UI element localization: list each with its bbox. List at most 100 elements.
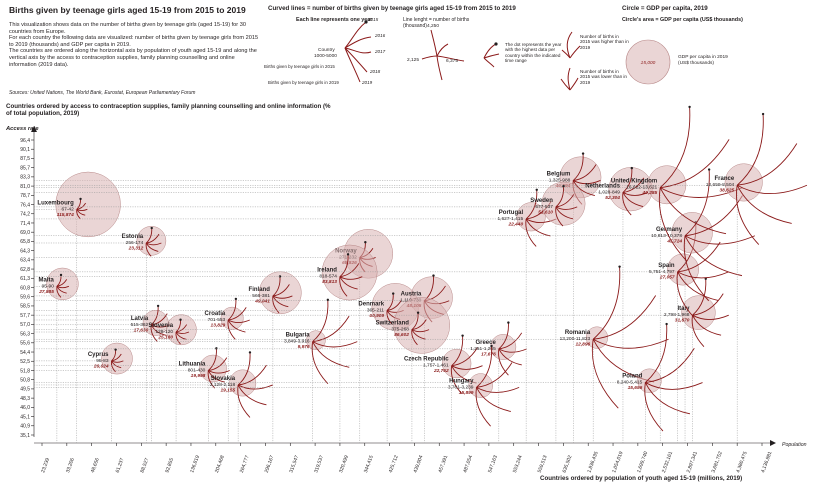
x-tick-label: 2,532,161: [661, 451, 674, 474]
country-births: 13,200-11,823: [560, 336, 591, 342]
birth-year-line: [475, 387, 491, 427]
birth-year-line: [622, 177, 645, 193]
birth-year-line: [227, 319, 236, 340]
country-name: Spain: [658, 263, 675, 269]
birth-year-line: [411, 319, 427, 331]
birth-year-line: [145, 242, 152, 257]
birth-year-line: [339, 263, 360, 278]
country-gdp: 45,724: [666, 238, 682, 244]
birth-year-line: [56, 285, 70, 289]
birth-year-line: [684, 195, 743, 237]
birth-year-line: [76, 209, 81, 220]
legend-births-2019: Births given by teenage girls in 2019: [268, 80, 339, 85]
birth-year-line: [411, 329, 430, 333]
birth-year-line: [227, 319, 246, 333]
x-tick-label: 1,699,740: [636, 451, 649, 474]
birth-year-line: [593, 295, 657, 340]
legend-circle-value: 15,000: [641, 60, 656, 66]
y-tick-label: 85,7: [20, 165, 30, 171]
y-tick-label: 74,2: [20, 212, 30, 218]
country-name: Greece: [475, 340, 496, 346]
legend-gdp-circle: [625, 39, 671, 85]
y-tick-label: 51,8: [20, 368, 30, 374]
country-births: 818-574: [319, 274, 337, 280]
country-gdp: 49,041: [254, 298, 270, 304]
country-name: Cyprus: [88, 352, 109, 358]
birth-year-line: [146, 233, 160, 244]
country-births: 67-42: [61, 206, 74, 212]
max-year-dot: [535, 188, 538, 191]
country-gdp: 60,909: [369, 313, 384, 319]
legend-curved-title: Curved lines = number of births given by…: [268, 5, 516, 12]
y-tick-label: 48,3: [20, 396, 30, 402]
birth-year-line: [238, 364, 267, 386]
birth-year-line: [272, 295, 293, 299]
birth-year-line: [208, 348, 217, 371]
birth-year-line: [237, 352, 251, 386]
max-year-dot: [416, 311, 420, 314]
y-tick-label: 50,8: [20, 377, 30, 383]
country-name: Sweden: [530, 198, 553, 204]
birth-year-line: [228, 307, 247, 321]
birth-year-line: [592, 266, 621, 340]
gdp-circle: [321, 244, 378, 301]
country-births: 3,849-3,916: [284, 339, 310, 345]
x-tick-label: 264,777: [239, 454, 251, 473]
birth-year-line: [272, 276, 281, 297]
legend-births-2015: Births given by teenage girls in 2015: [264, 64, 335, 69]
y-tick-label: 40,9: [20, 424, 30, 430]
y-tick-label: 87,5: [20, 156, 30, 162]
max-year-dot: [688, 105, 691, 109]
x-tick-label: 4,136,881: [760, 451, 773, 474]
x-axis-short-label: Population: [782, 442, 807, 448]
legend-circle-text: GDP per capita in 2019 (US$ thousands): [678, 55, 728, 66]
max-year-dot: [59, 273, 63, 277]
country-gdp: 9,976: [298, 344, 310, 350]
country-gdp: 19,155: [220, 387, 235, 393]
birth-year-line: [555, 194, 575, 208]
max-year-dot: [234, 297, 238, 301]
y-tick-label: 63,4: [20, 258, 30, 264]
birth-year-line: [56, 279, 68, 287]
birth-year-line: [387, 300, 402, 311]
max-year-dot: [665, 322, 668, 326]
y-tick-label: 78,7: [20, 193, 30, 199]
legend-dot-glyph: [483, 42, 500, 68]
birth-year-line: [145, 228, 153, 244]
gdp-circle: [667, 253, 699, 286]
birth-year-line: [736, 185, 760, 245]
birth-year-line: [150, 305, 159, 326]
country-births: 10,813-10,378: [651, 233, 682, 239]
y-tick-label: 54,4: [20, 350, 30, 356]
max-year-dot: [461, 334, 464, 337]
birth-year-line: [684, 169, 710, 237]
legend-year-label: 2019: [361, 80, 373, 85]
birth-year-line: [110, 360, 116, 373]
country-name: Czech Republic: [404, 357, 449, 363]
country-births: 1,757-1,461: [423, 363, 449, 369]
gdp-circle: [442, 348, 472, 379]
birth-year-line: [622, 192, 644, 207]
x-tick-label: 33,206: [65, 457, 76, 474]
country-births: 256-174: [126, 240, 144, 246]
birth-year-line: [659, 187, 727, 235]
birth-year-line: [555, 186, 564, 208]
max-year-dot: [707, 168, 711, 171]
y-tick-label: 58,5: [20, 304, 30, 310]
gdp-circle: [55, 171, 121, 238]
birth-year-line: [451, 347, 478, 367]
birth-year-line: [311, 341, 329, 385]
y-tick-label: 61,3: [20, 276, 30, 282]
birth-year-line: [207, 370, 216, 389]
birth-year-line: [572, 180, 595, 196]
country-births: 95-83: [96, 358, 109, 364]
